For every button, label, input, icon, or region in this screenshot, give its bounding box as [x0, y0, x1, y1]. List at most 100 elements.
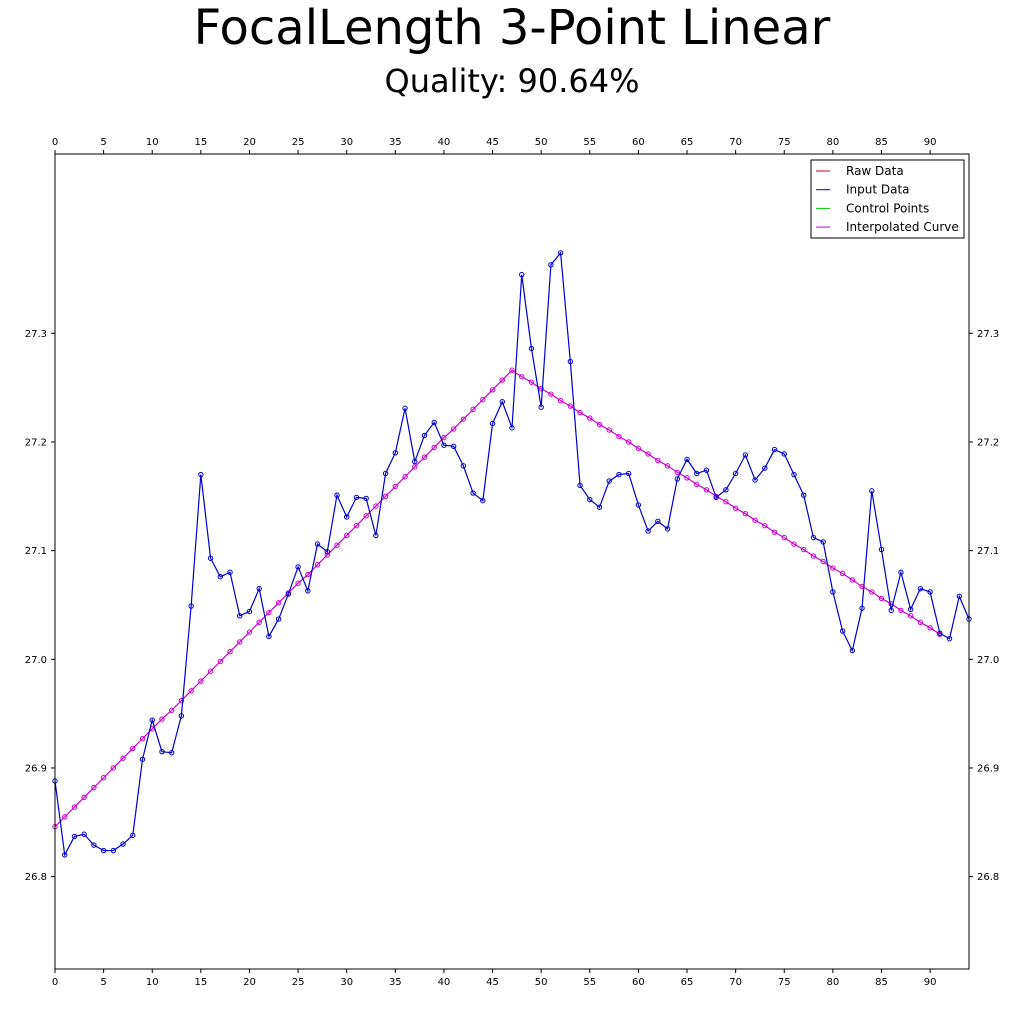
interpolated-curve-point: [752, 517, 758, 523]
input-data-point: [159, 748, 165, 755]
x-tick-label-top: 15: [194, 137, 207, 148]
interpolated-curve-point: [567, 403, 574, 409]
input-data-point: [625, 470, 632, 477]
y-tick-label-left: 26.9: [25, 763, 47, 774]
x-tick-label-top: 50: [535, 137, 548, 148]
x-tick-label-bottom: 45: [486, 977, 499, 988]
interpolated-curve-point: [441, 434, 447, 441]
interpolated-curve-point: [606, 427, 612, 433]
input-data-point: [732, 470, 739, 477]
interpolated-curve-point: [178, 697, 185, 704]
interpolated-curve-point: [839, 570, 846, 577]
input-data-point: [723, 487, 729, 493]
x-tick-label-bottom: 25: [292, 977, 305, 988]
input-data-point: [499, 399, 505, 405]
y-tick-label-left: 27.0: [25, 655, 47, 666]
x-tick-label-top: 85: [875, 137, 888, 148]
input-data-point: [421, 432, 428, 439]
x-tick-label-top: 70: [729, 137, 742, 148]
input-data-point: [275, 616, 282, 622]
x-tick-label-top: 10: [146, 137, 159, 148]
input-data-point: [324, 549, 330, 555]
interpolated-curve-point: [742, 510, 749, 517]
input-data-point: [207, 555, 214, 561]
interpolated-curve-point: [198, 678, 204, 684]
input-data-point: [869, 488, 875, 494]
interpolated-curve-point: [188, 688, 194, 694]
interpolated-curve-point: [62, 814, 68, 820]
x-tick-label-top: 55: [583, 137, 596, 148]
interpolated-curve-point: [538, 386, 544, 392]
interpolated-curve-point: [596, 421, 603, 428]
interpolated-curve-point: [334, 542, 340, 548]
interpolated-curve-point: [314, 562, 321, 568]
legend-label-input-data: Input Data: [846, 183, 910, 197]
input-data-point: [820, 539, 826, 545]
interpolated-curve-point: [71, 804, 78, 810]
input-data-point: [664, 526, 671, 532]
input-data-point: [771, 446, 778, 453]
x-tick-label-bottom: 10: [146, 977, 159, 988]
interpolated-curve-point: [917, 619, 924, 626]
input-data-line: [54, 251, 970, 857]
input-data-point: [237, 613, 243, 619]
input-data-point: [927, 589, 933, 595]
plot-layer: [52, 250, 972, 858]
input-data-point: [382, 470, 389, 477]
input-data-point: [616, 471, 622, 478]
input-data-point: [830, 589, 836, 595]
input-data-point: [450, 443, 457, 450]
x-tick-label-bottom: 65: [681, 977, 694, 988]
y-tick-label-right: 27.0: [977, 655, 999, 666]
interpolated-curve-point: [382, 493, 389, 499]
x-tick-label-top: 40: [438, 137, 451, 148]
input-data-point: [91, 842, 97, 848]
interpolated-curve-point: [344, 532, 350, 539]
input-data-point: [956, 593, 962, 599]
input-data-point: [548, 262, 554, 268]
input-data-point: [801, 492, 807, 498]
interpolated-curve-point: [324, 552, 330, 558]
interpolated-curve-point: [100, 775, 107, 781]
input-data-point: [917, 585, 924, 592]
x-tick-label-bottom: 80: [827, 977, 840, 988]
x-tick-label-bottom: 70: [729, 977, 742, 988]
x-tick-label-top: 5: [100, 137, 106, 148]
interpolated-curve-point: [684, 475, 690, 481]
input-data-point: [344, 514, 350, 520]
interpolated-curve-point: [91, 784, 97, 791]
input-data-point: [742, 452, 749, 458]
input-data-point: [305, 588, 311, 594]
interpolated-curve-point: [898, 607, 904, 614]
input-data-point: [71, 833, 78, 840]
interpolated-curve-point: [791, 541, 797, 547]
input-data-point: [62, 852, 68, 858]
interpolated-curve-point: [664, 463, 671, 469]
input-data-point: [703, 467, 710, 473]
interpolated-curve-point: [732, 505, 739, 511]
axes-layer: 0055101015152020252530303535404045455050…: [25, 137, 1000, 988]
input-data-point: [849, 647, 856, 654]
interpolated-curve-point: [139, 735, 146, 742]
interpolated-curve-line: [54, 369, 941, 828]
y-tick-label-right: 27.1: [977, 546, 999, 557]
input-data-point: [538, 404, 544, 410]
interpolated-curve-point: [771, 529, 778, 535]
input-data-point: [110, 847, 117, 854]
y-tick-label-left: 27.1: [25, 546, 47, 557]
input-data-point: [285, 591, 292, 597]
x-tick-label-top: 60: [632, 137, 645, 148]
interpolated-curve-point: [130, 745, 136, 752]
input-data-point: [198, 471, 204, 478]
input-data-point: [470, 490, 476, 496]
input-data-point: [266, 633, 272, 640]
x-tick-label-bottom: 30: [340, 977, 353, 988]
interpolated-curve-point: [256, 619, 262, 626]
interpolated-curve-point: [616, 433, 622, 440]
interpolated-curve-point: [363, 513, 369, 519]
interpolated-curve-point: [655, 457, 661, 464]
plot-frame: [54, 153, 970, 970]
input-data-point: [635, 502, 642, 508]
interpolated-curve-point: [927, 625, 933, 631]
